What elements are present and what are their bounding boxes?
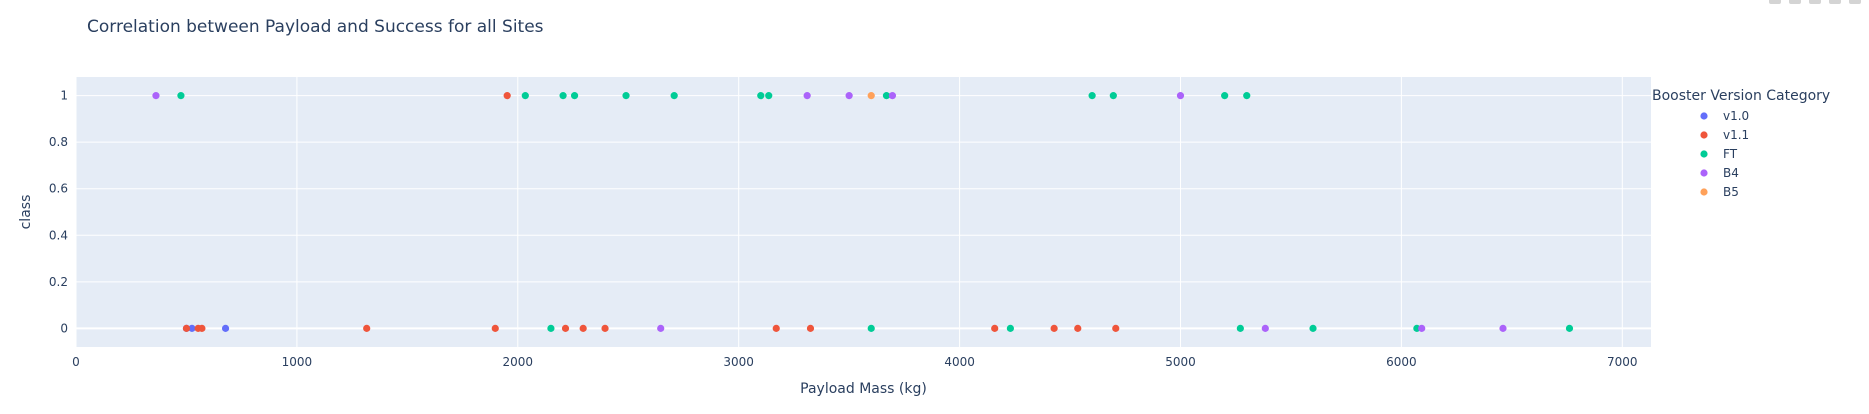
legend-marker <box>1700 112 1708 120</box>
data-point-ft <box>1006 324 1014 332</box>
data-point-b4 <box>657 324 665 332</box>
data-point-ft <box>867 324 875 332</box>
y-axis-title: class <box>18 195 34 230</box>
x-tick-label: 7000 <box>1607 355 1638 369</box>
data-point-v1-1 <box>579 324 587 332</box>
y-tick-label: 1 <box>60 89 68 103</box>
legend: Booster Version Category v1.0 v1.1 FT B4 B5 <box>1652 88 1830 199</box>
y-tick-label: 0.8 <box>49 135 68 149</box>
x-tick-label: 3000 <box>723 355 754 369</box>
zoom-icon[interactable] <box>1789 0 1801 4</box>
legend-label: v1.0 <box>1723 109 1749 123</box>
data-point-ft <box>1109 92 1117 100</box>
data-point-ft <box>622 92 630 100</box>
data-point-v1-1 <box>601 324 609 332</box>
data-point-v1-1 <box>363 324 371 332</box>
data-point-b4 <box>803 92 811 100</box>
data-point-b4 <box>1418 324 1426 332</box>
y-tick-label: 0.4 <box>49 228 68 242</box>
data-point-v1-1 <box>1074 324 1082 332</box>
chart-toolbar <box>1769 0 1861 4</box>
reset-axes-icon[interactable] <box>1849 0 1861 4</box>
data-point-ft <box>1236 324 1244 332</box>
data-point-v1-0 <box>188 324 196 332</box>
data-point-b4 <box>888 92 897 100</box>
data-point-v1-1 <box>503 92 511 100</box>
box-select-icon[interactable] <box>1829 0 1841 4</box>
chart-title: Correlation between Payload and Success … <box>87 17 544 37</box>
x-tick-label: 5000 <box>1165 355 1196 369</box>
x-tick-label: 2000 <box>503 355 534 369</box>
data-point-v1-1 <box>772 324 780 332</box>
x-axis-title: Payload Mass (kg) <box>800 381 927 397</box>
data-point-ft <box>1243 92 1251 100</box>
legend-label: FT <box>1723 147 1738 161</box>
data-point-v1-1 <box>1112 324 1120 332</box>
data-point-ft <box>765 92 773 100</box>
data-point-b4 <box>1176 92 1185 100</box>
data-point-v1-1 <box>198 324 206 332</box>
y-tick-label: 0.6 <box>49 182 68 196</box>
grid-lines <box>75 77 1651 347</box>
legend-label: B5 <box>1723 185 1739 199</box>
data-point-b4 <box>1499 324 1507 332</box>
y-tick-label: 0 <box>60 321 68 335</box>
legend-label: v1.1 <box>1723 128 1749 142</box>
plot-area[interactable] <box>76 77 1651 347</box>
data-point-ft <box>1309 324 1317 332</box>
data-points <box>152 92 1574 332</box>
data-point-ft <box>570 92 579 100</box>
data-point-b4 <box>845 92 853 100</box>
data-point-v1-1 <box>1050 324 1058 332</box>
x-axis-ticks: 0 1000 2000 3000 4000 5000 6000 7000 <box>72 355 1637 369</box>
data-point-b4 <box>1261 324 1269 332</box>
legend-label: B4 <box>1723 166 1739 180</box>
data-point-ft <box>521 92 529 100</box>
data-point-ft <box>757 92 765 100</box>
x-tick-label: 1000 <box>282 355 313 369</box>
data-point-ft <box>547 324 555 332</box>
data-point-b5 <box>867 92 875 100</box>
x-tick-label: 0 <box>72 355 80 369</box>
x-tick-label: 4000 <box>944 355 975 369</box>
data-point-ft <box>177 92 185 100</box>
y-axis-ticks: 0 0.2 0.4 0.6 0.8 1 <box>49 89 68 336</box>
data-point-b4 <box>152 92 160 100</box>
legend-marker <box>1700 150 1708 158</box>
data-point-ft <box>670 92 678 100</box>
data-point-v1-1 <box>806 324 815 332</box>
data-point-v1-1 <box>561 324 570 332</box>
x-tick-label: 6000 <box>1386 355 1417 369</box>
data-point-v1-0 <box>221 324 230 332</box>
legend-marker <box>1700 188 1708 196</box>
legend-marker <box>1700 131 1708 139</box>
data-point-ft <box>882 92 891 100</box>
download-icon[interactable] <box>1769 0 1781 4</box>
data-point-ft <box>1565 324 1574 332</box>
legend-title: Booster Version Category <box>1652 88 1830 104</box>
y-tick-label: 0.2 <box>49 275 68 289</box>
data-point-v1-1 <box>991 324 999 332</box>
data-point-v1-1 <box>491 324 499 332</box>
data-point-ft <box>559 92 567 100</box>
data-point-ft <box>1221 92 1229 100</box>
pan-icon[interactable] <box>1809 0 1821 4</box>
legend-marker <box>1700 169 1708 177</box>
data-point-ft <box>1088 92 1096 100</box>
data-point-v1-1 <box>182 324 191 332</box>
